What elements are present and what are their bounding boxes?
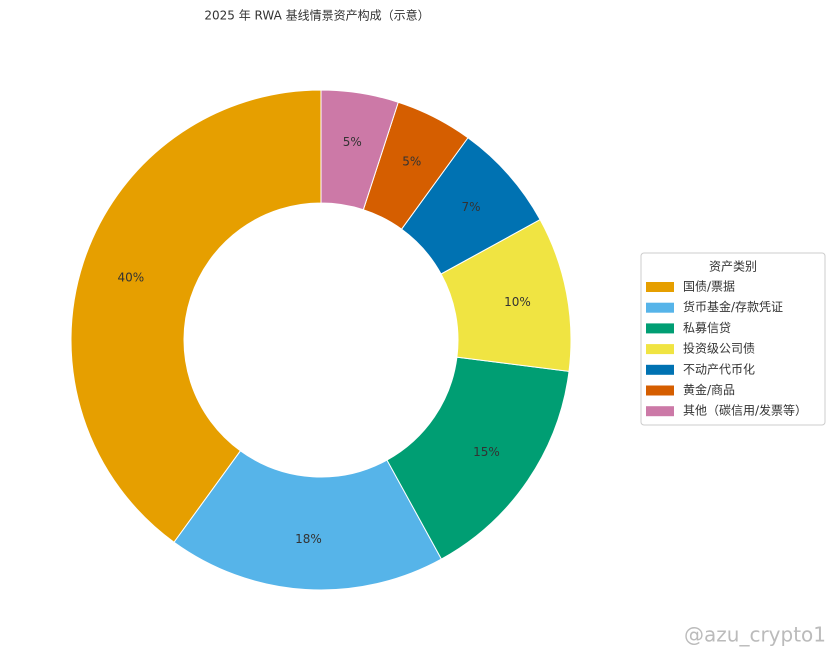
donut-slice [320,89,399,211]
legend-label: 黄金/商品 [683,382,735,397]
legend-swatch [646,364,674,375]
watermark: @azu_crypto1 [684,623,826,647]
legend-label: 私募信贷 [683,321,731,335]
legend-swatch [646,323,674,334]
donut-slice [173,450,443,591]
legend-title: 资产类别 [709,260,757,274]
value-label: 15% [473,445,500,459]
value-label: 18% [295,532,322,546]
legend-swatch [646,385,674,396]
legend-swatch [646,282,674,292]
legend-label: 其他（碳信用/发票等） [683,403,807,418]
legend-label: 货币基金/存款凭证 [683,299,783,314]
value-label: 7% [461,200,480,214]
legend-swatch [646,406,674,417]
donut-slice [70,89,322,543]
chart-title: 2025 年 RWA 基线情景资产构成（示意） [204,8,429,23]
legend-box [640,252,826,426]
legend-swatch [646,344,674,355]
legend-label: 不动产代币化 [683,362,755,376]
legend-label: 国债/票据 [683,280,735,294]
value-label: 10% [504,295,531,309]
value-label: 40% [117,271,144,285]
value-label: 5% [343,135,362,149]
legend-label: 投资级公司债 [683,341,755,356]
value-label: 5% [402,154,421,168]
legend-swatch [646,302,674,313]
